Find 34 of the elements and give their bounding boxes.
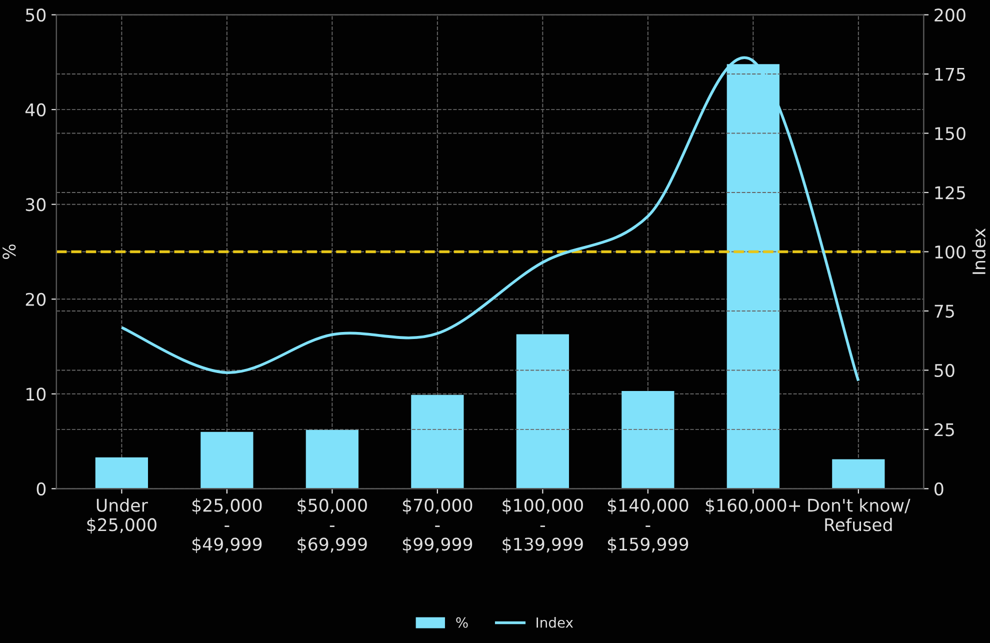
x-tick-label: $50,000 - $69,999 [298, 498, 367, 554]
y-tick-label: 30 [26, 198, 46, 212]
y-tick-label: 50 [26, 8, 46, 22]
x-tick-label: $140,000 - $159,999 [608, 498, 688, 554]
x-tick-label: $160,000+ [706, 498, 800, 514]
bar [200, 432, 254, 489]
y2-tick-label: 150 [935, 126, 966, 140]
y-tick-label: 10 [26, 388, 46, 401]
y2-tick-label: 50 [934, 364, 954, 378]
y-tick-label: 0 [36, 482, 46, 496]
y2-tick-label: 100 [935, 245, 966, 259]
y-axis-title: % [2, 244, 16, 260]
bar [516, 334, 569, 489]
legend-label: % [456, 617, 468, 628]
legend-label: Index [536, 617, 574, 628]
bar [306, 430, 358, 489]
x-tick-label: $25,000 - $49,999 [192, 498, 262, 554]
y2-tick-label: 175 [935, 68, 966, 81]
y2-tick-label: 200 [934, 8, 966, 22]
y2-tick-label: 125 [935, 186, 966, 200]
y2-axis-title: Index [972, 228, 986, 274]
bar [411, 394, 464, 489]
y-tick-label: 40 [25, 103, 46, 116]
y2-tick-label: 75 [934, 304, 954, 318]
y-tick-label: 20 [26, 292, 46, 306]
x-tick-label: $70,000 - $99,999 [402, 498, 472, 554]
y2-tick-label: 25 [934, 423, 954, 436]
x-tick-label: Under $25,000 [87, 498, 156, 534]
x-tick-label: Don't know/ Refused [808, 498, 910, 532]
x-tick-label: $100,000 - $139,999 [502, 498, 583, 554]
bar [622, 391, 674, 489]
bar [832, 459, 885, 489]
bar [95, 457, 148, 489]
y2-tick-label: 0 [934, 482, 944, 496]
